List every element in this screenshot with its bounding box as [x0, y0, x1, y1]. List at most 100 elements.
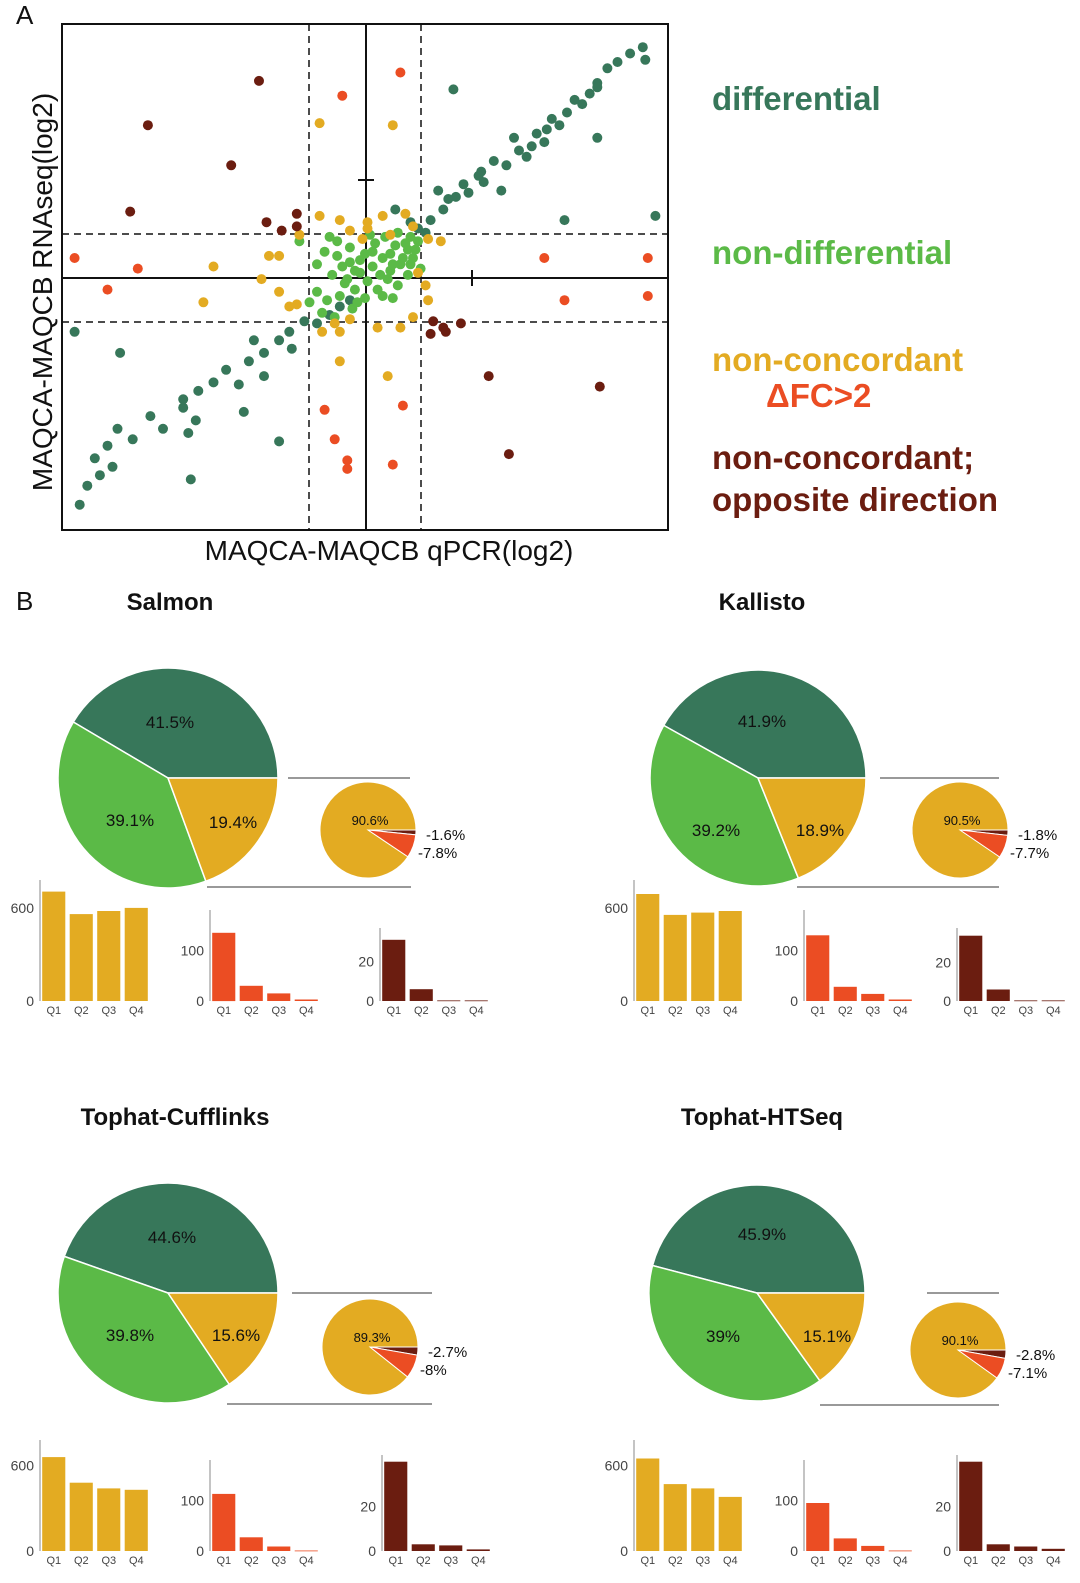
bar-tick-tophat-cufflinks-0-600: 600	[11, 1458, 35, 1474]
point-differential-6	[112, 423, 123, 434]
bar-category-salmon-2-q3: Q3	[441, 1005, 456, 1017]
method-title-tophat-htseq: Tophat-HTSeq	[681, 1104, 843, 1131]
point-differential-15	[243, 356, 254, 367]
bar-tophat-cufflinks-0-q4	[124, 1489, 148, 1551]
bar-tick-kallisto-1-0: 0	[790, 993, 798, 1009]
point-non-differential-0	[319, 246, 330, 257]
bar-salmon-1-q1	[212, 932, 236, 1002]
bar-chart-tophat-htseq-2: 0 20 Q1 Q2 Q3 Q4	[935, 1455, 1065, 1567]
legend-opp1: non-concordant;	[712, 439, 974, 476]
point-differential-8	[145, 411, 156, 422]
bar-category-salmon-0-q1: Q1	[46, 1005, 61, 1017]
panel-salmon: Salmon 41.5% 39.1% 19.4% 90.6% -1.6%-7.8% 0 600…	[11, 589, 488, 1017]
bar-category-salmon-1-q3: Q3	[271, 1005, 286, 1017]
point-non-differential-5	[377, 253, 388, 263]
pie-slice-tophat-htseq-differential	[651, 1184, 866, 1294]
point-fc-2-2	[69, 253, 80, 263]
point-differential-18	[286, 343, 297, 354]
point-non-concordant-29	[334, 356, 345, 367]
point-differential-57	[554, 120, 565, 131]
point-non-concordant-opposite-direction-12	[455, 318, 466, 329]
bar-category-salmon-1-q1: Q1	[216, 1005, 231, 1017]
bar-kallisto-2-q3	[1014, 1000, 1038, 1002]
bar-kallisto-0-q4	[718, 911, 742, 1001]
sub-pie-slice-kallisto-non-concordant	[911, 781, 1009, 879]
point-differential-22	[334, 301, 345, 312]
pie-panels: Salmon 41.5% 39.1% 19.4% 90.6% -1.6%-7.8% 0 600…	[11, 589, 1065, 1567]
bar-chart-kallisto-2: 0 20 Q1 Q2 Q3 Q4	[935, 928, 1065, 1017]
point-differential-64	[443, 194, 454, 204]
bar-salmon-2-q3	[437, 1000, 461, 1002]
legend-non-differential: non-differential	[712, 234, 952, 271]
bar-tick-salmon-1-100: 100	[181, 942, 205, 958]
point-non-differential-28	[344, 242, 355, 253]
bar-category-salmon-1-q2: Q2	[244, 1005, 259, 1017]
point-non-concordant-32	[357, 234, 368, 244]
point-differential-51	[425, 215, 436, 226]
bar-category-tophat-cufflinks-1-q4: Q4	[299, 1555, 314, 1567]
point-differential-71	[478, 177, 489, 188]
bar-category-tophat-htseq-2-q2: Q2	[991, 1555, 1006, 1567]
sub-pie-label-tophat-cufflinks-dfc: -8%	[420, 1362, 447, 1379]
point-differential-36	[238, 406, 249, 417]
bar-category-tophat-cufflinks-1-q1: Q1	[216, 1555, 231, 1567]
panel-a-letter: A	[16, 0, 34, 30]
point-non-concordant-34	[420, 280, 431, 291]
bar-tophat-cufflinks-1-q3	[267, 1546, 291, 1551]
point-differential-1	[82, 480, 93, 491]
point-non-concordant-24	[284, 301, 295, 312]
point-non-differential-42	[410, 244, 421, 255]
bar-category-kallisto-1-q4: Q4	[893, 1005, 908, 1017]
pie-slice-kallisto-differential	[662, 669, 867, 779]
bar-category-kallisto-0-q4: Q4	[723, 1005, 738, 1017]
point-differential-66	[640, 54, 651, 65]
point-differential-74	[433, 185, 444, 196]
bar-kallisto-1-q3	[861, 993, 885, 1001]
point-differential-37	[637, 42, 648, 53]
point-differential-13	[221, 364, 232, 375]
point-non-concordant-opposite-direction-11	[440, 326, 451, 337]
point-differential-35	[559, 215, 570, 226]
point-differential-0	[74, 499, 85, 510]
point-non-concordant-19	[317, 326, 328, 337]
point-non-concordant-opposite-direction-14	[503, 449, 514, 460]
point-non-differential-40	[385, 248, 396, 259]
bar-tick-tophat-cufflinks-2-20: 20	[360, 1498, 376, 1514]
legend-opp2: opposite direction	[712, 481, 998, 518]
pie-label-kallisto-non-concordant: 18.9%	[796, 821, 844, 840]
point-differential-69	[541, 124, 552, 135]
point-non-concordant-opposite-direction-4	[261, 217, 272, 228]
pie-slice-salmon-differential	[72, 667, 279, 779]
point-differential-72	[448, 84, 459, 95]
point-differential-63	[458, 179, 469, 190]
point-differential-31	[274, 436, 285, 447]
point-differential-41	[562, 107, 572, 118]
bar-tophat-htseq-1-q1	[806, 1503, 830, 1551]
bar-category-tophat-cufflinks-2-q3: Q3	[443, 1555, 458, 1567]
bar-category-salmon-0-q2: Q2	[74, 1005, 89, 1017]
sub-pie-label-tophat-htseq-opposite: -2.8%	[1016, 1347, 1055, 1364]
point-differential-10	[178, 402, 189, 413]
point-fc-2-10	[397, 400, 408, 411]
point-non-concordant-21	[344, 314, 355, 325]
bar-category-tophat-htseq-0-q4: Q4	[723, 1555, 738, 1567]
x-axis-title: MAQCA-MAQCB qPCR(log2)	[205, 535, 574, 566]
bar-tophat-cufflinks-1-q4	[294, 1550, 318, 1552]
point-non-differential-24	[382, 274, 393, 285]
bar-tick-kallisto-0-600: 600	[605, 900, 629, 916]
pie-slice-tophat-htseq-non-differential	[648, 1264, 821, 1402]
pie-label-tophat-cufflinks-non-differential: 39.8%	[106, 1326, 154, 1345]
bar-tick-salmon-0-0: 0	[26, 993, 34, 1009]
point-differential-12	[208, 377, 219, 388]
pie-slice-tophat-cufflinks-differential	[63, 1182, 279, 1294]
point-fc-2-0	[337, 90, 348, 101]
point-non-concordant-1	[387, 120, 398, 131]
point-non-concordant-opposite-direction-7	[291, 208, 302, 219]
method-title-kallisto: Kallisto	[719, 589, 806, 616]
point-non-differential-34	[304, 297, 315, 308]
bar-tick-tophat-cufflinks-0-0: 0	[26, 1543, 34, 1559]
point-non-differential-1	[332, 250, 343, 261]
bar-tophat-htseq-1-q3	[861, 1545, 885, 1551]
pie-label-tophat-cufflinks-differential: 44.6%	[148, 1228, 196, 1247]
